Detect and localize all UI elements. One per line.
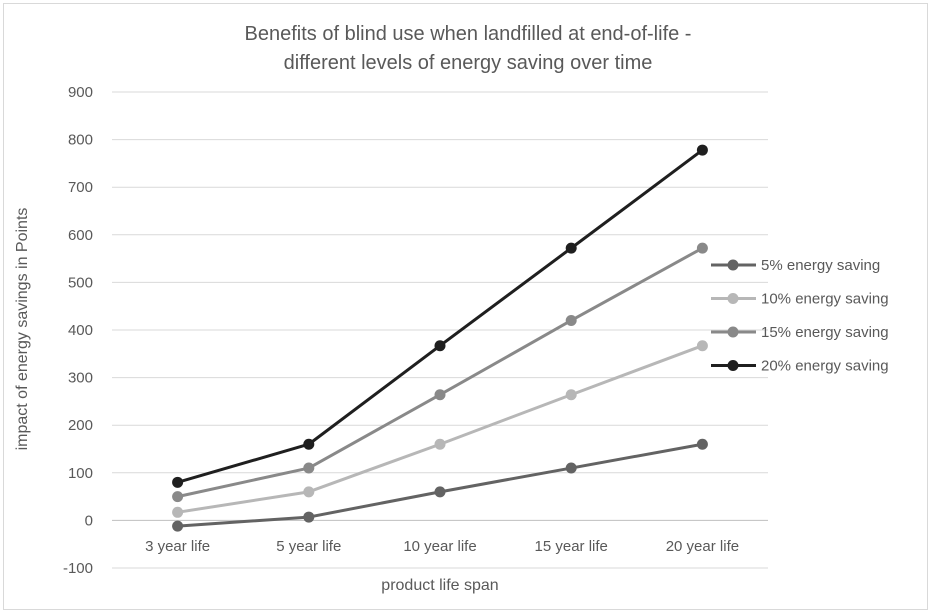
data-point bbox=[303, 511, 315, 523]
series-4 bbox=[172, 144, 708, 488]
series-line bbox=[177, 148, 704, 484]
y-tick-label: 900 bbox=[68, 84, 93, 101]
data-point bbox=[303, 438, 315, 450]
data-point bbox=[696, 340, 708, 352]
y-tick-label: 400 bbox=[68, 322, 93, 339]
y-tick-label: 700 bbox=[68, 179, 93, 196]
legend-marker bbox=[727, 259, 739, 271]
x-tick-label: 10 year life bbox=[403, 538, 476, 555]
y-tick-label: 500 bbox=[68, 274, 93, 291]
series-3 bbox=[172, 242, 708, 503]
data-point bbox=[434, 486, 446, 498]
x-axis-title: product life span bbox=[381, 577, 498, 594]
x-tick-label: 15 year life bbox=[535, 538, 608, 555]
y-axis-ticks: -100 0 100 200 300 400 500 600 700 800 900 bbox=[63, 84, 93, 577]
chart-title-line-2: different levels of energy saving over t… bbox=[284, 52, 653, 74]
data-point bbox=[696, 438, 708, 450]
y-tick-label: 100 bbox=[68, 465, 93, 482]
legend-marker bbox=[727, 326, 739, 338]
data-point bbox=[565, 462, 577, 474]
chart-title-line-1: Benefits of blind use when landfilled at… bbox=[245, 23, 692, 45]
legend-marker bbox=[727, 293, 739, 304]
y-tick-label: 800 bbox=[68, 132, 93, 149]
legend-label: 15% energy saving bbox=[761, 324, 889, 341]
legend-label: 10% energy saving bbox=[761, 291, 889, 308]
legend-item-3: 15% energy saving bbox=[711, 324, 889, 341]
legend-item-4: 20% energy saving bbox=[711, 358, 889, 375]
data-point bbox=[565, 314, 577, 326]
data-point bbox=[172, 506, 184, 518]
x-tick-label: 5 year life bbox=[276, 538, 341, 555]
gridlines bbox=[112, 91, 768, 569]
y-axis-title: impact of energy savings in Points bbox=[14, 208, 31, 451]
data-point bbox=[172, 476, 184, 488]
y-tick-label: 300 bbox=[68, 370, 93, 387]
data-point bbox=[434, 438, 446, 450]
data-point bbox=[696, 242, 708, 254]
legend-item-2: 10% energy saving bbox=[711, 291, 889, 308]
data-point bbox=[565, 389, 577, 401]
series-line bbox=[177, 442, 703, 528]
x-tick-label: 20 year life bbox=[666, 538, 739, 555]
y-tick-label: 200 bbox=[68, 417, 93, 434]
y-tick-label: -100 bbox=[63, 560, 93, 577]
x-tick-label: 3 year life bbox=[145, 538, 210, 555]
series-2 bbox=[172, 340, 708, 518]
data-point bbox=[434, 340, 446, 352]
legend: 5% energy saving 10% energy saving 15% ene… bbox=[711, 257, 889, 375]
legend-label: 5% energy saving bbox=[761, 257, 880, 274]
series-lines bbox=[172, 144, 708, 532]
data-point bbox=[434, 389, 446, 401]
chart-frame bbox=[3, 3, 928, 610]
legend-marker bbox=[727, 360, 739, 371]
data-point bbox=[303, 462, 315, 474]
data-point bbox=[565, 242, 577, 254]
series-1 bbox=[172, 438, 708, 532]
data-point bbox=[303, 486, 315, 498]
legend-label: 20% energy saving bbox=[761, 358, 889, 375]
y-tick-label: 0 bbox=[85, 512, 93, 529]
y-tick-label: 600 bbox=[68, 227, 93, 244]
data-point bbox=[696, 144, 708, 156]
x-axis-ticks: 3 year life 5 year life 10 year life 15 yea… bbox=[145, 538, 739, 555]
data-point bbox=[172, 491, 184, 503]
legend-item-1: 5% energy saving bbox=[711, 257, 880, 274]
data-point bbox=[172, 520, 184, 532]
